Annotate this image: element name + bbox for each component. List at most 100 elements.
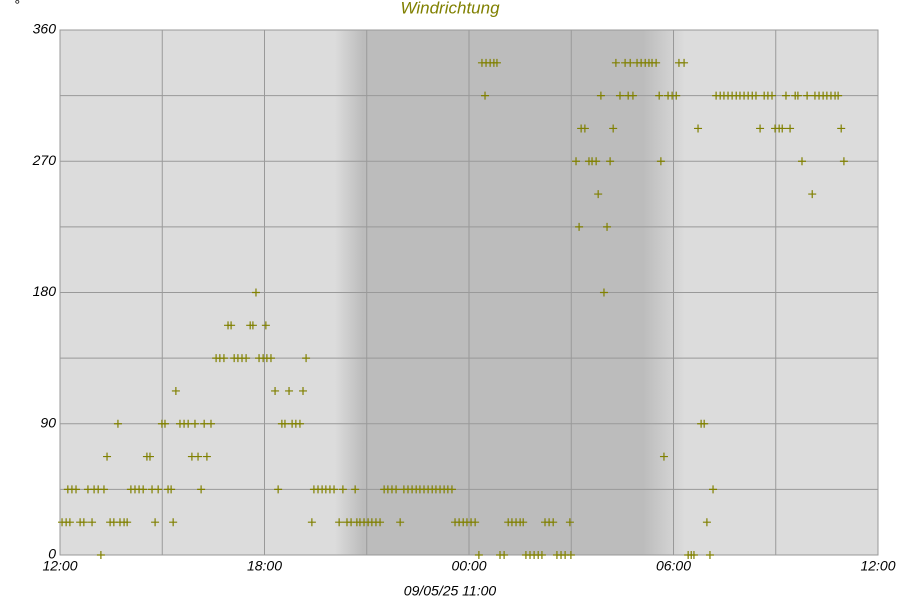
data-point xyxy=(768,91,777,100)
data-point xyxy=(299,386,308,395)
data-point xyxy=(481,91,490,100)
data-point xyxy=(295,419,304,428)
data-point xyxy=(839,157,848,166)
x-tick-label: 12:00 xyxy=(42,558,77,574)
data-point xyxy=(580,124,589,133)
data-point xyxy=(197,485,206,494)
data-point xyxy=(261,321,270,330)
data-point xyxy=(689,551,698,559)
data-point xyxy=(139,485,148,494)
data-point xyxy=(596,91,605,100)
data-point xyxy=(145,452,154,461)
data-point xyxy=(565,518,574,527)
x-tick-label: 12:00 xyxy=(860,558,895,574)
data-point xyxy=(566,551,575,559)
data-point xyxy=(519,518,528,527)
data-point xyxy=(335,518,344,527)
data-point xyxy=(655,91,664,100)
x-tick-label: 18:00 xyxy=(247,558,282,574)
data-point xyxy=(705,551,714,559)
data-point xyxy=(194,452,203,461)
data-point xyxy=(376,518,385,527)
data-point xyxy=(680,58,689,67)
data-point xyxy=(113,419,122,428)
data-point xyxy=(160,419,169,428)
data-point xyxy=(190,419,199,428)
data-point xyxy=(594,190,603,199)
y-tick-label: 180 xyxy=(33,283,57,299)
data-point xyxy=(694,124,703,133)
data-point xyxy=(167,485,176,494)
data-point xyxy=(285,386,294,395)
data-point xyxy=(88,518,97,527)
data-point xyxy=(808,190,817,199)
data-point xyxy=(781,91,790,100)
data-point xyxy=(307,518,316,527)
data-point xyxy=(338,485,347,494)
data-point xyxy=(628,91,637,100)
data-point xyxy=(793,91,802,100)
data-point xyxy=(606,157,615,166)
data-point xyxy=(615,91,624,100)
data-point xyxy=(280,419,289,428)
data-point xyxy=(447,485,456,494)
data-point xyxy=(206,419,215,428)
data-point xyxy=(575,222,584,231)
x-tick-label: 06:00 xyxy=(656,558,691,574)
data-point xyxy=(471,518,480,527)
data-point xyxy=(709,485,718,494)
data-point xyxy=(72,485,81,494)
data-point xyxy=(702,518,711,527)
y-tick-label: 0 xyxy=(48,546,56,562)
data-point xyxy=(266,354,275,363)
data-point xyxy=(96,551,105,559)
data-point xyxy=(611,58,620,67)
y-tick-label: 270 xyxy=(32,152,57,168)
data-point xyxy=(242,354,251,363)
data-point xyxy=(592,157,601,166)
data-point xyxy=(351,485,360,494)
data-point xyxy=(103,452,112,461)
y-tick-label: 360 xyxy=(33,21,57,37)
data-point xyxy=(672,91,681,100)
data-point xyxy=(184,419,193,428)
data-point xyxy=(248,321,257,330)
data-point xyxy=(609,124,618,133)
data-point xyxy=(151,518,160,527)
data-point xyxy=(626,58,635,67)
data-point xyxy=(474,551,483,559)
data-point xyxy=(500,551,509,559)
data-point xyxy=(700,419,709,428)
data-point xyxy=(219,354,228,363)
x-tick-label: 00:00 xyxy=(451,558,486,574)
data-point xyxy=(603,222,612,231)
data-point xyxy=(837,124,846,133)
data-point xyxy=(656,157,665,166)
x-axis-label: 09/05/25 11:00 xyxy=(404,583,497,599)
plot-border xyxy=(59,29,879,556)
data-point xyxy=(599,288,608,297)
data-point xyxy=(652,58,661,67)
data-point xyxy=(251,288,260,297)
data-point xyxy=(330,485,339,494)
data-point xyxy=(537,551,546,559)
y-unit: ° xyxy=(14,0,20,13)
data-point xyxy=(834,91,843,100)
data-point xyxy=(756,124,765,133)
data-point xyxy=(99,485,108,494)
y-tick-label: 90 xyxy=(40,414,56,430)
data-point xyxy=(154,485,163,494)
data-point xyxy=(200,419,209,428)
data-point xyxy=(65,518,74,527)
data-point xyxy=(79,518,88,527)
data-point xyxy=(572,157,581,166)
data-point xyxy=(392,485,401,494)
data-point xyxy=(396,518,405,527)
data-point xyxy=(786,124,795,133)
data-point xyxy=(169,518,178,527)
data-point xyxy=(271,386,280,395)
data-point xyxy=(549,518,558,527)
chart-title: Windrichtung xyxy=(400,0,500,17)
